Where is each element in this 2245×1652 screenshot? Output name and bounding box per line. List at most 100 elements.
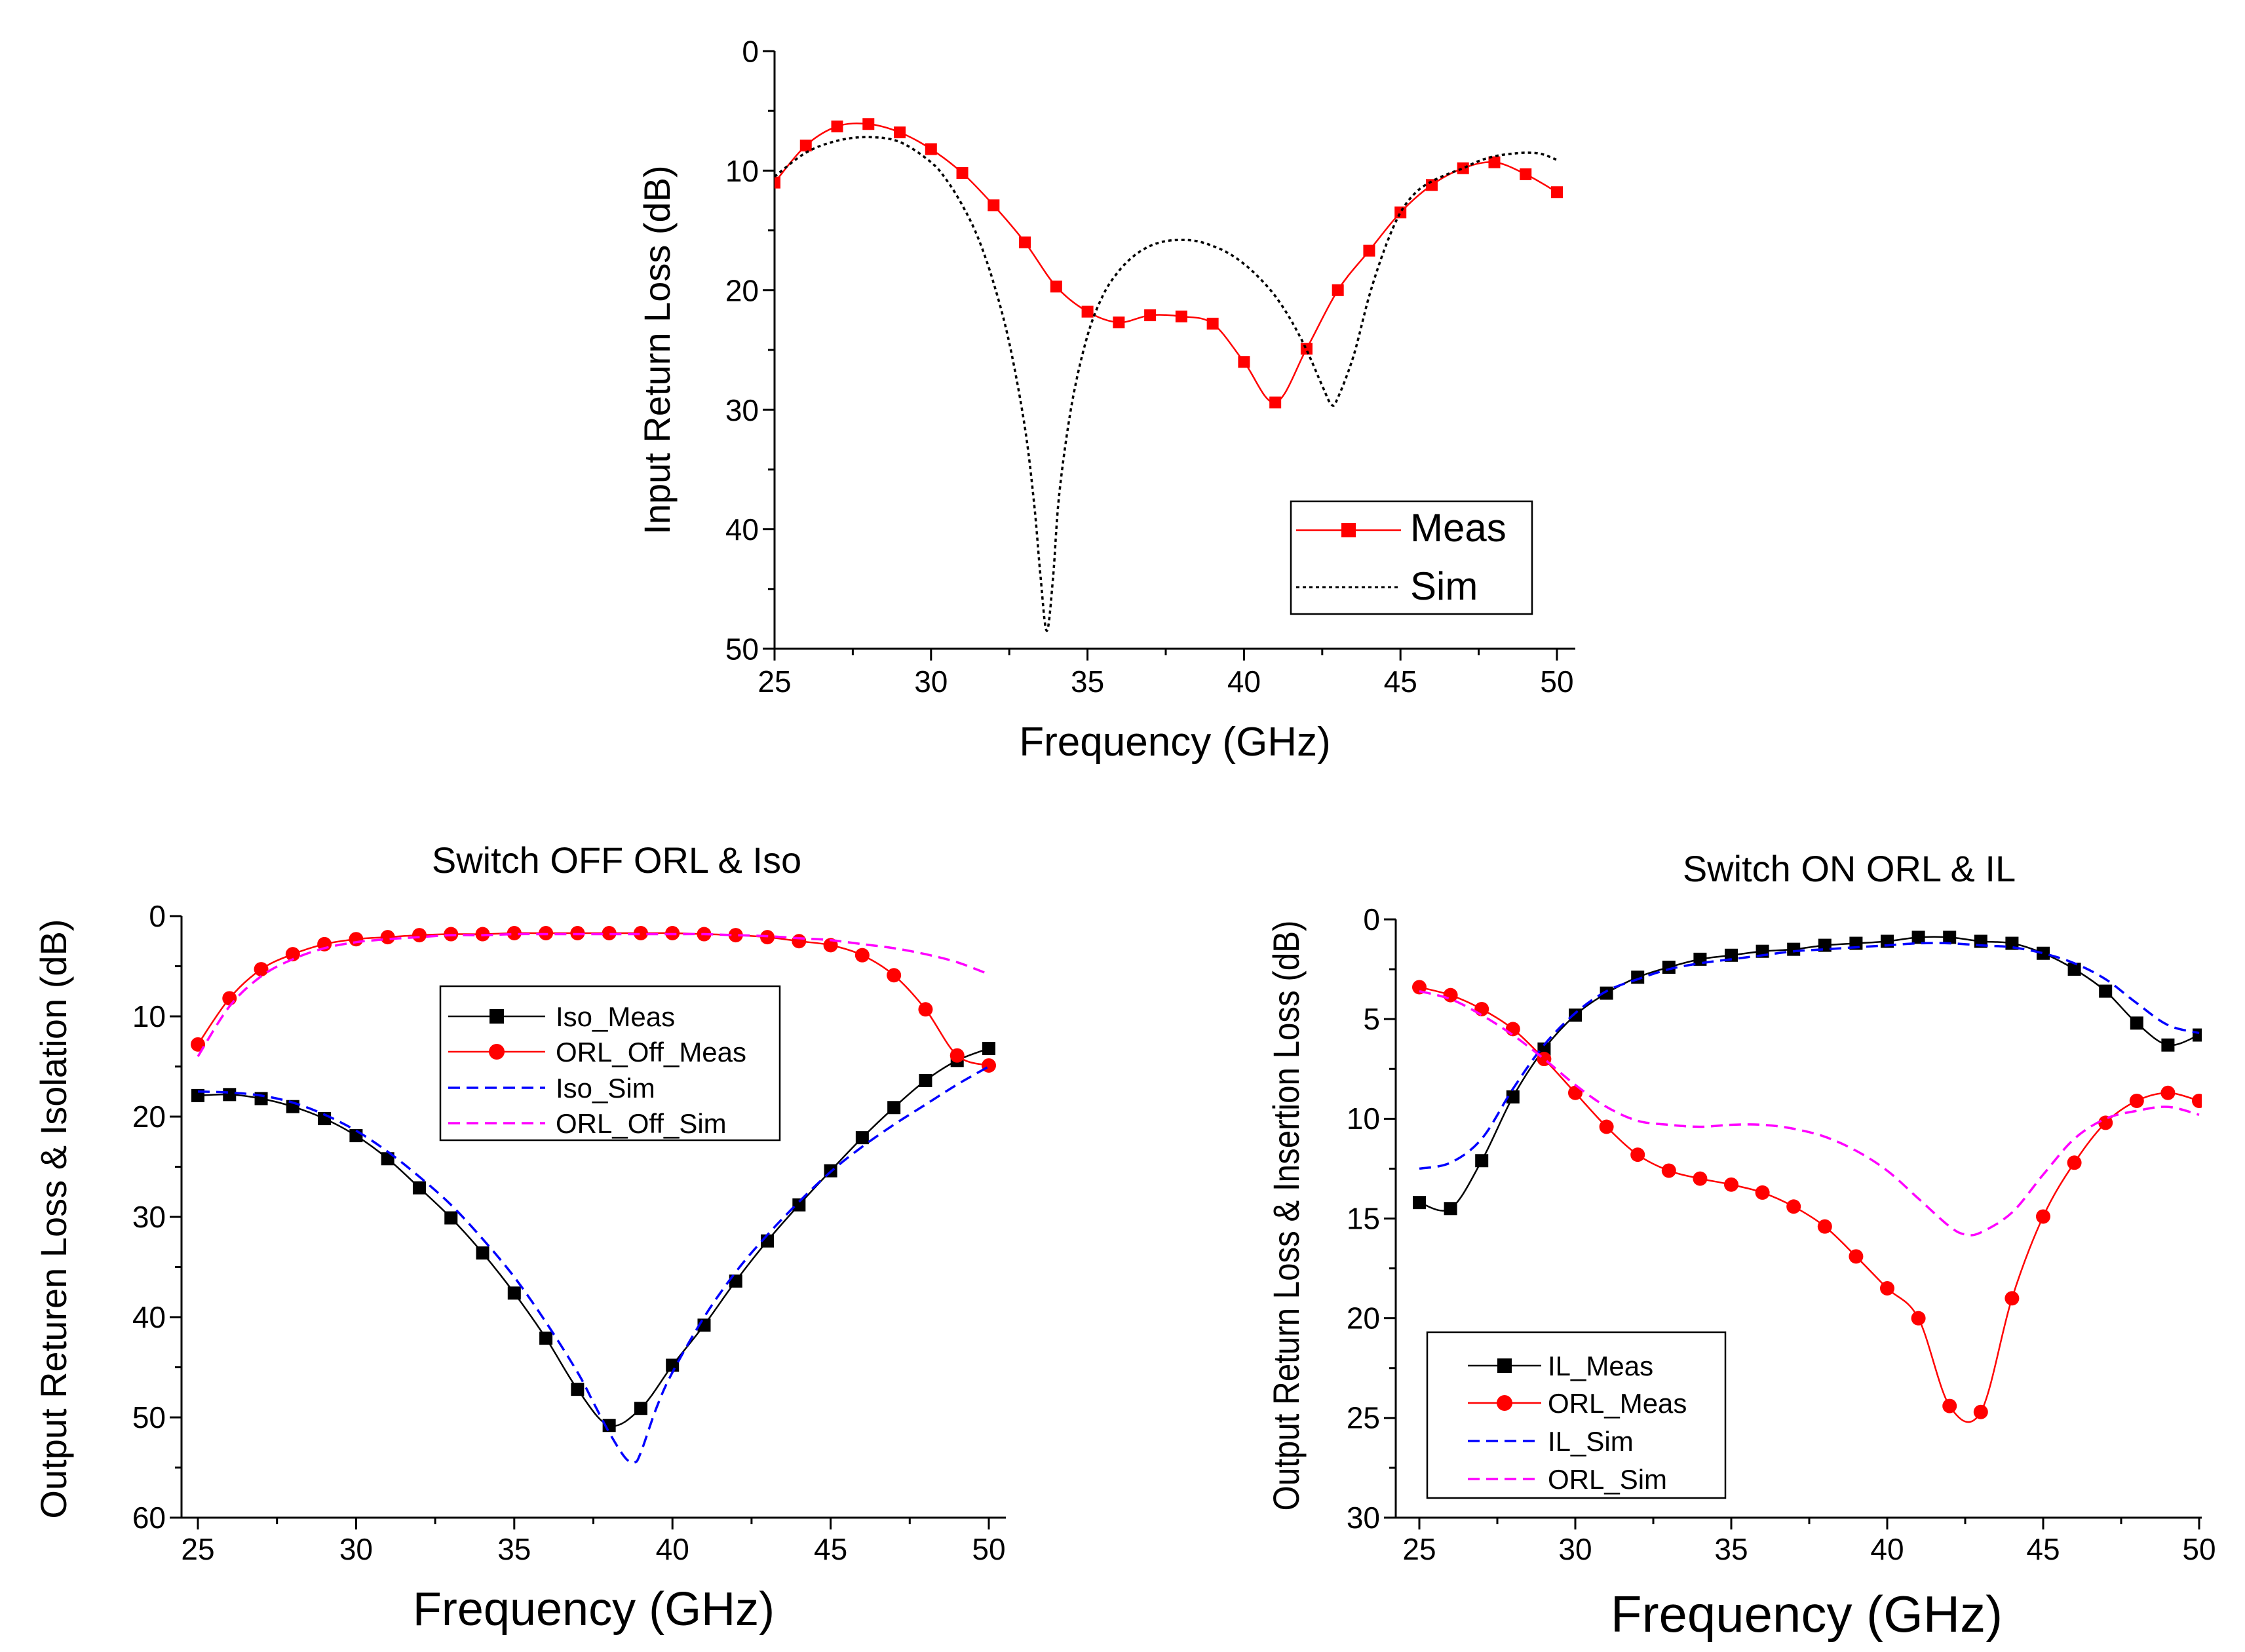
series-line-orl-meas — [1419, 986, 2200, 1423]
data-point-meas — [1019, 236, 1031, 248]
data-point-il-meas — [1662, 961, 1676, 974]
data-point-iso-meas — [855, 1131, 869, 1145]
data-point-meas — [862, 118, 875, 130]
y-tick-label: 0 — [1363, 902, 1380, 936]
legend-box — [1426, 1331, 1727, 1499]
y-tick-label: 0 — [149, 899, 166, 933]
x-tick-label: 45 — [2026, 1532, 2060, 1566]
data-point-meas — [1363, 244, 1375, 257]
data-point-iso-meas — [982, 1041, 995, 1055]
legend-label-meas: Meas — [1410, 506, 1506, 550]
data-point-orl-meas — [2036, 1209, 2050, 1224]
data-point-iso-meas — [507, 1286, 521, 1300]
data-point-meas — [1425, 179, 1438, 191]
y-axis-title: Input Return Loss (dB) — [636, 165, 678, 534]
data-point-orl-meas — [1942, 1398, 1957, 1413]
data-point-orl-off-meas — [792, 934, 807, 949]
data-point-il-meas — [1475, 1154, 1489, 1168]
legend-label-il-meas: IL_Meas — [1548, 1351, 1653, 1381]
data-point-orl-meas — [1973, 1404, 1988, 1419]
data-point-orl-meas — [2005, 1291, 2020, 1306]
data-point-meas — [1269, 396, 1282, 409]
data-point-orl-off-meas — [349, 932, 364, 947]
data-point-meas — [1300, 343, 1313, 355]
data-point-orl-off-meas — [633, 926, 648, 941]
data-point-meas — [1175, 310, 1187, 322]
data-point-orl-off-meas — [191, 1037, 205, 1052]
data-point-meas — [799, 140, 812, 152]
series-line-sim — [775, 136, 1558, 632]
y-tick-label: 30 — [1347, 1501, 1380, 1535]
data-point-meas — [1488, 156, 1501, 168]
data-point-il-meas — [1413, 1196, 1426, 1210]
data-point-meas — [1206, 317, 1219, 330]
data-point-orl-meas — [2098, 1115, 2113, 1130]
data-point-orl-meas — [1880, 1281, 1894, 1296]
data-point-il-meas — [1569, 1008, 1582, 1022]
series-line-iso-meas — [197, 1047, 989, 1427]
chart-switch-off: Switch OFF ORL & Iso 25 30 35 40 45 50 0 10 20 3… — [33, 839, 1006, 1636]
chart-switch-on: Switch ON ORL & IL 25 30 35 40 45 50 0 5 10 15 20… — [1266, 848, 2216, 1643]
data-point-il-meas — [2130, 1016, 2143, 1030]
x-tick-label: 25 — [181, 1532, 214, 1566]
x-tick-label: 40 — [656, 1532, 689, 1566]
x-axis-title: Frequency (GHz) — [1611, 1585, 2003, 1643]
data-point-meas — [1144, 309, 1157, 322]
x-tick-label: 45 — [1384, 664, 1417, 699]
data-point-meas — [1113, 317, 1125, 329]
data-point-il-meas — [1444, 1202, 1457, 1216]
y-tick-label: 50 — [132, 1400, 166, 1434]
data-point-meas — [1394, 206, 1407, 219]
x-tick-label: 35 — [1714, 1532, 1748, 1566]
data-point-orl-meas — [1786, 1199, 1801, 1214]
y-tick-label: 60 — [132, 1501, 166, 1535]
y-tick-label: 15 — [1347, 1201, 1380, 1235]
data-point-orl-meas — [1412, 980, 1427, 995]
data-point-orl-meas — [1630, 1147, 1645, 1162]
data-point-meas — [956, 167, 969, 180]
series-line-il-sim — [1419, 942, 2200, 1170]
legend-label-iso-sim: Iso_Sim — [556, 1073, 655, 1104]
x-tick-label: 35 — [1071, 664, 1104, 699]
legend-label-orl-sim: ORL_Sim — [1548, 1464, 1667, 1495]
data-point-orl-off-meas — [380, 930, 395, 945]
y-tick-label: 10 — [132, 999, 166, 1033]
legend-label-orl-meas: ORL_Meas — [1548, 1388, 1687, 1419]
y-axis-title: Output Returen Loss & Isolation (dB) — [33, 919, 74, 1518]
y-tick-label: 0 — [742, 35, 759, 69]
data-point-orl-off-meas — [854, 948, 870, 963]
data-point-orl-meas — [1755, 1185, 1770, 1200]
data-point-orl-off-meas — [918, 1002, 933, 1017]
data-point-orl-meas — [2192, 1093, 2202, 1108]
legend-marker-iso-meas — [489, 1009, 504, 1024]
data-point-il-meas — [1600, 986, 1613, 1000]
series-line-orl-off-sim — [197, 932, 989, 1058]
data-point-orl-off-meas — [222, 991, 237, 1006]
data-point-iso-meas — [666, 1358, 680, 1372]
data-point-il-meas — [1787, 942, 1801, 956]
data-point-iso-meas — [444, 1211, 458, 1225]
chart-title: Switch OFF ORL & Iso — [432, 839, 801, 881]
data-point-meas — [1551, 186, 1563, 199]
legend: IL_Meas ORL_Meas IL_Sim ORL_Sim — [1426, 1331, 1727, 1499]
x-tick-label: 35 — [497, 1532, 531, 1566]
data-point-orl-meas — [1693, 1171, 1708, 1186]
data-point-orl-off-meas — [602, 926, 617, 941]
data-point-iso-meas — [412, 1181, 426, 1195]
chart-input-return-loss: 25 30 35 40 45 50 0 10 20 30 40 50 Frequency (GHz)… — [636, 35, 1575, 765]
series-line-iso-sim — [197, 1065, 989, 1464]
legend: Meas Sim — [1290, 500, 1533, 615]
data-point-orl-off-meas — [507, 926, 522, 941]
data-point-orl-off-meas — [887, 968, 902, 983]
x-tick-label: 45 — [814, 1532, 847, 1566]
data-point-meas — [925, 143, 937, 155]
x-tick-label: 50 — [972, 1532, 1005, 1566]
x-tick-label: 30 — [339, 1532, 373, 1566]
legend-label-orl-off-sim: ORL_Off_Sim — [556, 1108, 727, 1139]
x-tick-label: 50 — [2182, 1532, 2216, 1566]
data-point-iso-meas — [919, 1073, 932, 1087]
y-tick-label: 5 — [1363, 1002, 1380, 1036]
legend: Iso_Meas ORL_Off_Meas Iso_Sim ORL_Off_Si… — [439, 985, 781, 1142]
data-point-iso-meas — [792, 1198, 806, 1212]
data-point-orl-meas — [2129, 1093, 2144, 1108]
